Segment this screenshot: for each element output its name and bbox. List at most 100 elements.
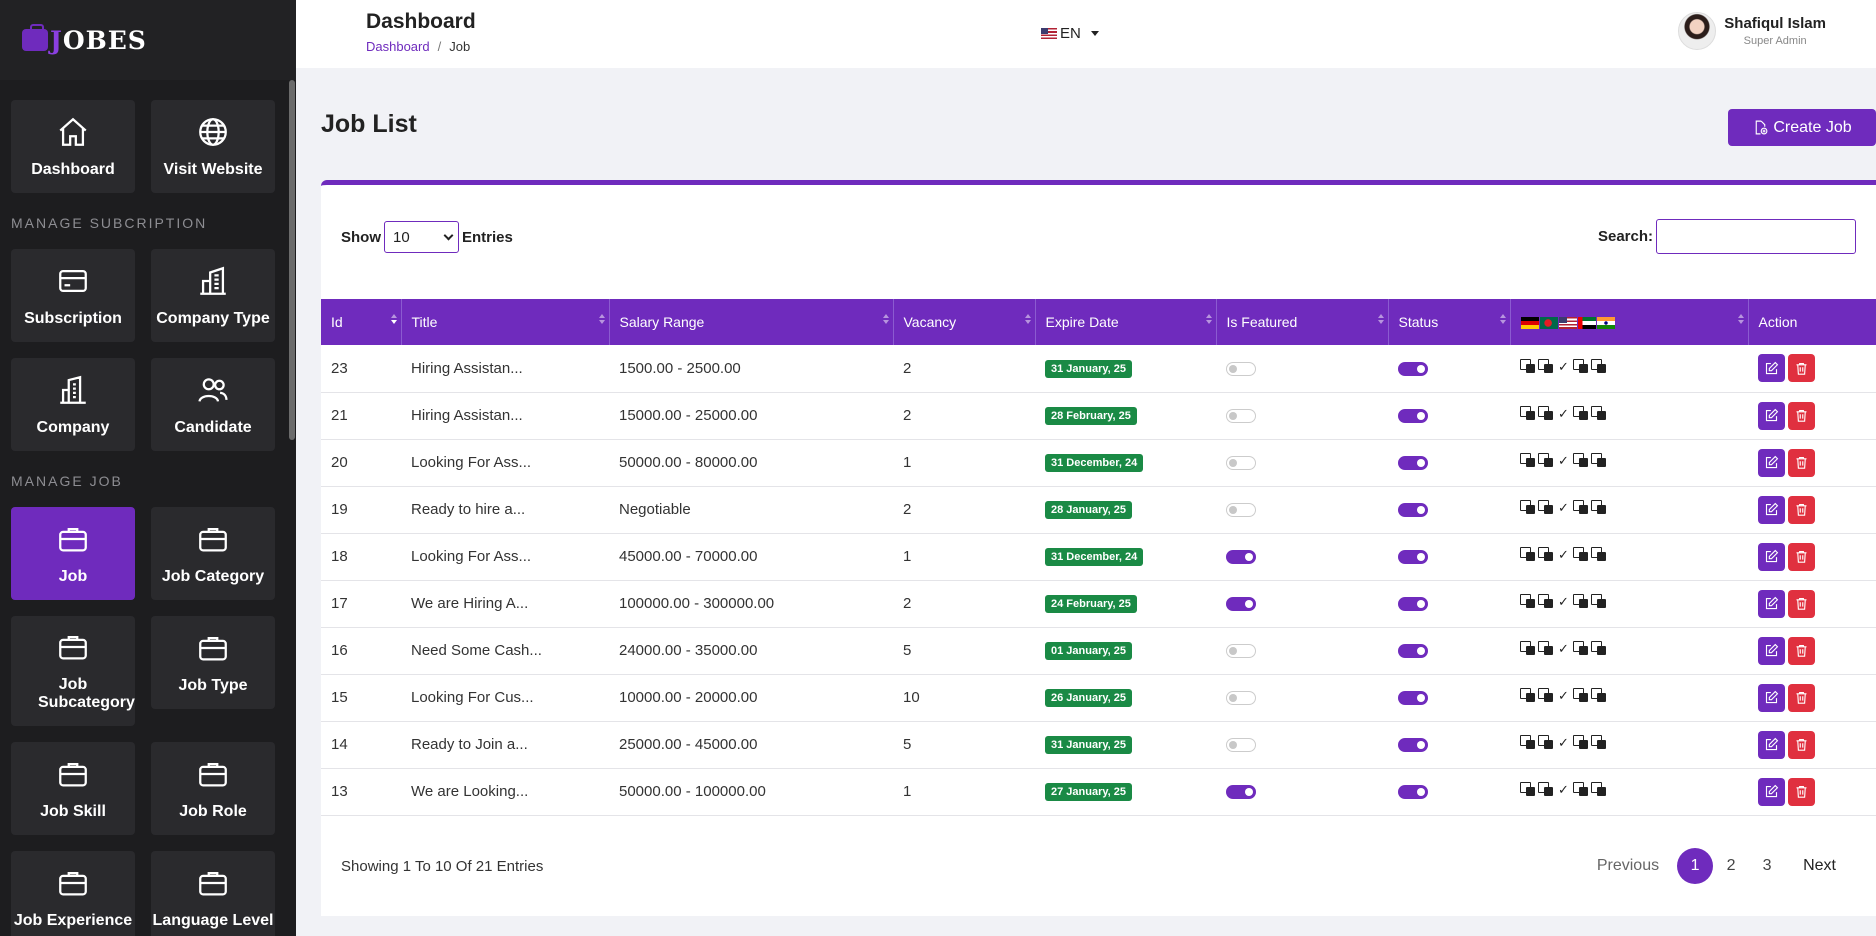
- translate-icon[interactable]: [1572, 453, 1589, 468]
- sidebar-item-candidate[interactable]: Candidate: [151, 358, 275, 451]
- translate-icon[interactable]: [1590, 547, 1607, 562]
- status-toggle[interactable]: [1398, 361, 1428, 376]
- sidebar-item-job-role[interactable]: Job Role: [151, 742, 275, 835]
- sidebar-item-dashboard[interactable]: Dashboard: [11, 100, 135, 193]
- status-toggle[interactable]: [1398, 785, 1428, 800]
- translate-icon[interactable]: [1520, 406, 1536, 421]
- pagination-page-1[interactable]: 1: [1677, 848, 1714, 884]
- sidebar-item-job-skill[interactable]: Job Skill: [11, 742, 135, 835]
- pagination-next[interactable]: Next: [1803, 857, 1836, 874]
- user-menu[interactable]: Shafiqul Islam Super Admin: [1678, 12, 1826, 50]
- sidebar-item-language-level[interactable]: Language Level: [151, 851, 275, 936]
- translate-icon[interactable]: [1520, 453, 1536, 468]
- sidebar-item-job-type[interactable]: Job Type: [151, 616, 275, 709]
- status-toggle[interactable]: [1398, 550, 1428, 565]
- translate-icon[interactable]: [1590, 782, 1607, 797]
- translate-icon[interactable]: [1572, 688, 1589, 703]
- edit-button[interactable]: [1758, 683, 1785, 712]
- delete-button[interactable]: [1788, 589, 1815, 618]
- column-header-id[interactable]: Id: [321, 299, 402, 345]
- translate-icon[interactable]: [1572, 547, 1589, 562]
- pagination-page-2[interactable]: 2: [1726, 857, 1736, 874]
- edit-button[interactable]: [1758, 495, 1785, 524]
- column-header-title[interactable]: Title: [401, 299, 610, 345]
- translate-icon[interactable]: [1590, 641, 1607, 656]
- edit-button[interactable]: [1758, 354, 1785, 383]
- sidebar-item-job-subcategory[interactable]: Job Subcategory: [11, 616, 135, 726]
- featured-toggle[interactable]: [1226, 550, 1256, 565]
- translate-icon[interactable]: [1590, 500, 1607, 515]
- sidebar-item-job[interactable]: Job: [11, 507, 135, 600]
- translate-icon[interactable]: [1538, 688, 1554, 703]
- translate-icon[interactable]: [1590, 406, 1607, 421]
- entries-select[interactable]: 10: [384, 221, 459, 253]
- column-header-status[interactable]: Status: [1388, 299, 1511, 345]
- delete-button[interactable]: [1788, 495, 1815, 524]
- delete-button[interactable]: [1788, 683, 1815, 712]
- translate-icon[interactable]: [1572, 359, 1589, 374]
- featured-toggle[interactable]: [1226, 503, 1256, 518]
- delete-button[interactable]: [1788, 636, 1815, 665]
- pagination-previous[interactable]: Previous: [1596, 857, 1660, 874]
- sidebar-item-subscription[interactable]: Subscription: [11, 249, 135, 342]
- column-header-salary-range[interactable]: Salary Range: [609, 299, 894, 345]
- translate-icon[interactable]: [1538, 500, 1554, 515]
- column-header-expire-date[interactable]: Expire Date: [1035, 299, 1217, 345]
- sidebar-item-company[interactable]: Company: [11, 358, 135, 451]
- translate-icon[interactable]: [1572, 641, 1589, 656]
- status-toggle[interactable]: [1398, 738, 1428, 753]
- featured-toggle[interactable]: [1226, 409, 1256, 424]
- delete-button[interactable]: [1788, 448, 1815, 477]
- search-input[interactable]: [1656, 219, 1856, 254]
- featured-toggle[interactable]: [1226, 738, 1256, 753]
- status-toggle[interactable]: [1398, 456, 1428, 471]
- delete-button[interactable]: [1788, 542, 1815, 571]
- create-job-button[interactable]: Create Job: [1728, 109, 1876, 146]
- translate-icon[interactable]: [1538, 547, 1554, 562]
- translate-icon[interactable]: [1572, 782, 1589, 797]
- edit-button[interactable]: [1758, 777, 1785, 806]
- sidebar-item-visit-website[interactable]: Visit Website: [151, 100, 275, 193]
- edit-button[interactable]: [1758, 589, 1785, 618]
- translate-icon[interactable]: [1538, 406, 1554, 421]
- sidebar-item-job-category[interactable]: Job Category: [151, 507, 275, 600]
- translate-icon[interactable]: [1590, 453, 1607, 468]
- translate-icon[interactable]: [1538, 453, 1554, 468]
- brand-logo[interactable]: JOBES: [0, 0, 296, 80]
- delete-button[interactable]: [1788, 777, 1815, 806]
- column-header-is-featured[interactable]: Is Featured: [1216, 299, 1389, 345]
- translate-icon[interactable]: [1572, 500, 1589, 515]
- status-toggle[interactable]: [1398, 597, 1428, 612]
- translate-icon[interactable]: [1590, 359, 1607, 374]
- translate-icon[interactable]: [1572, 594, 1589, 609]
- translate-icon[interactable]: [1520, 547, 1536, 562]
- avatar[interactable]: [1678, 12, 1717, 50]
- edit-button[interactable]: [1758, 448, 1785, 477]
- edit-button[interactable]: [1758, 636, 1785, 665]
- delete-button[interactable]: [1788, 730, 1815, 759]
- translate-icon[interactable]: [1590, 688, 1607, 703]
- pagination-page-3[interactable]: 3: [1762, 857, 1772, 874]
- edit-button[interactable]: [1758, 730, 1785, 759]
- featured-toggle[interactable]: [1226, 456, 1256, 471]
- delete-button[interactable]: [1788, 354, 1815, 383]
- sidebar-item-company-type[interactable]: Company Type: [151, 249, 275, 342]
- translate-icon[interactable]: [1538, 359, 1554, 374]
- translate-icon[interactable]: [1572, 735, 1589, 750]
- translate-icon[interactable]: [1520, 688, 1536, 703]
- status-toggle[interactable]: [1398, 503, 1428, 518]
- translate-icon[interactable]: [1520, 641, 1536, 656]
- translate-icon[interactable]: [1538, 735, 1554, 750]
- column-header-translations[interactable]: [1510, 299, 1749, 345]
- translate-icon[interactable]: [1538, 594, 1554, 609]
- status-toggle[interactable]: [1398, 409, 1428, 424]
- translate-icon[interactable]: [1520, 500, 1536, 515]
- translate-icon[interactable]: [1520, 735, 1536, 750]
- sidebar-scrollbar[interactable]: [289, 80, 295, 440]
- status-toggle[interactable]: [1398, 644, 1428, 659]
- column-header-vacancy[interactable]: Vacancy: [893, 299, 1036, 345]
- edit-button[interactable]: [1758, 542, 1785, 571]
- translate-icon[interactable]: [1572, 406, 1589, 421]
- featured-toggle[interactable]: [1226, 644, 1256, 659]
- translate-icon[interactable]: [1538, 641, 1554, 656]
